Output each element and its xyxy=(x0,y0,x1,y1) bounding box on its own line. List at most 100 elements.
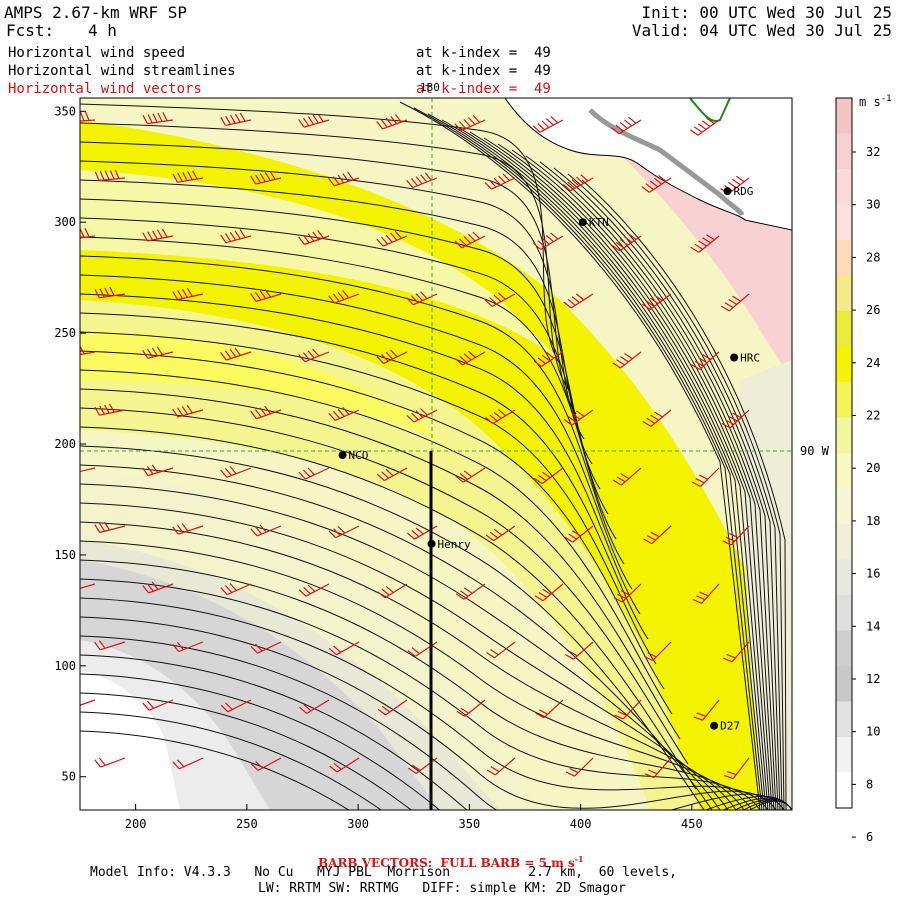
streamline xyxy=(497,143,775,810)
streamline xyxy=(80,350,665,690)
map-frame xyxy=(79,97,793,811)
wind-barb xyxy=(692,583,720,604)
wind-barb xyxy=(644,757,672,779)
streamline xyxy=(80,122,569,390)
wind-barb xyxy=(642,409,672,428)
x-tick-label: 200 xyxy=(125,817,147,831)
wind-barbs xyxy=(80,111,750,780)
wind-barb xyxy=(220,583,252,596)
wind-barb xyxy=(250,524,282,537)
station-label: NCO xyxy=(349,449,369,462)
station-label: RDG xyxy=(733,185,753,198)
wind-barb xyxy=(376,114,408,130)
streamline xyxy=(80,331,657,665)
wind-barb xyxy=(376,467,408,482)
colorbar-segment xyxy=(836,275,852,312)
init-time: Init: 00 UTC Wed 30 Jul 25 xyxy=(641,3,892,22)
wind-barb xyxy=(250,757,282,771)
streamline xyxy=(511,149,777,810)
wind-barb xyxy=(94,169,126,182)
wind-barb xyxy=(484,292,516,307)
wind-barb xyxy=(94,403,126,416)
wind-barb xyxy=(690,234,720,253)
y-tick-label: 200 xyxy=(54,437,76,451)
streamline xyxy=(80,616,777,810)
y-tick-label: 300 xyxy=(54,215,76,229)
colorbar-segment xyxy=(836,595,852,631)
streamline xyxy=(80,236,617,540)
wind-barb xyxy=(641,293,672,310)
wind-barb xyxy=(721,409,750,429)
colorbar-tick-label: 8 xyxy=(866,777,873,791)
wind-barb xyxy=(80,699,96,706)
wind-barb xyxy=(142,464,174,477)
streamline xyxy=(80,274,633,590)
wind-barb xyxy=(565,757,594,777)
streamline xyxy=(80,540,745,810)
streamline xyxy=(539,161,781,810)
streamline xyxy=(80,673,792,810)
wind-barb xyxy=(94,757,126,768)
y-tick-label: 250 xyxy=(54,326,76,340)
forecast-hour: 4 h xyxy=(88,21,117,40)
streamline xyxy=(80,464,713,810)
wind-barb xyxy=(298,583,330,597)
streamline xyxy=(80,160,585,440)
colorbar-segment xyxy=(836,772,852,809)
colorbar-segment xyxy=(836,737,852,773)
station-markers: KTN RDG HRC NCO Henry D27 xyxy=(338,185,760,733)
streamline xyxy=(80,179,593,465)
colorbar-tick-label: 22 xyxy=(866,409,880,423)
streamline xyxy=(80,578,761,810)
wind-barb xyxy=(328,171,360,187)
wind-barb xyxy=(142,228,174,242)
wind-barb xyxy=(613,583,642,603)
streamline xyxy=(413,107,763,810)
wind-barb xyxy=(298,467,330,480)
wind-barb xyxy=(532,115,564,133)
wind-barb xyxy=(80,111,96,122)
colorbar-tick-label: 14 xyxy=(866,619,880,633)
colorbar-segment xyxy=(836,524,852,560)
wind-barb xyxy=(220,229,252,244)
wind-barb xyxy=(80,227,96,239)
station-dot xyxy=(578,218,587,227)
shade-lightyellow xyxy=(80,300,700,810)
wind-barb xyxy=(329,757,360,773)
wind-barb xyxy=(407,525,438,540)
streamline xyxy=(80,388,681,740)
colorbar-segment xyxy=(836,346,852,383)
wind-barb xyxy=(250,405,282,420)
streamline xyxy=(483,137,773,810)
streamline xyxy=(581,179,787,810)
colorbar-segment xyxy=(836,311,852,347)
colorbar-segment xyxy=(836,169,852,205)
streamline xyxy=(80,369,673,715)
wind-barb xyxy=(456,699,486,717)
wind-barb xyxy=(406,408,438,423)
colorbar-ticks: 32 30 28 26 24 22 20 18 16 14 12 10 8 6 xyxy=(852,145,880,844)
shade-stripe xyxy=(80,170,560,360)
forecast-label: Fcst: xyxy=(6,21,55,40)
colorbar-tick-label: 28 xyxy=(866,250,880,264)
barb-note: BARB VECTORS: FULL BARB = 5 m s-1 xyxy=(318,854,584,870)
x-tick-label: 450 xyxy=(681,817,703,831)
colorbar-tick-label: 16 xyxy=(866,567,880,581)
wind-barb xyxy=(172,641,204,653)
colorbar-segment xyxy=(836,488,852,525)
station-dot xyxy=(338,451,347,460)
wind-barb xyxy=(484,173,516,190)
streamline xyxy=(553,167,783,810)
streamline xyxy=(80,559,753,810)
wind-barb xyxy=(454,114,486,132)
parallel-label: 90 W xyxy=(800,444,830,458)
field-wind-speed-level: at k-index = 49 xyxy=(416,45,551,61)
wind-barb xyxy=(250,170,282,185)
wind-barb xyxy=(406,291,438,306)
wind-barb xyxy=(644,641,672,662)
station-dot xyxy=(723,187,732,196)
wind-barb xyxy=(533,351,564,367)
wind-barb xyxy=(328,641,360,656)
wind-barb xyxy=(328,525,360,539)
x-tick-label: 250 xyxy=(236,817,258,831)
